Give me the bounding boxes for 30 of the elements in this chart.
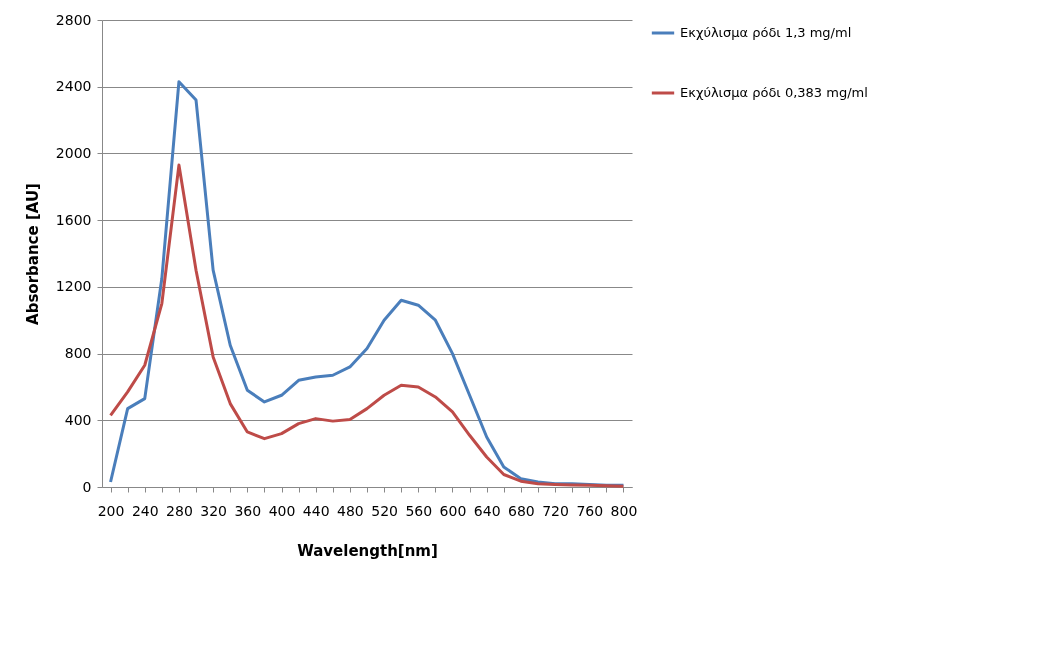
x-tick-label: 400: [268, 502, 296, 519]
x-tick-label: 360: [234, 502, 262, 519]
x-tick-label: 200: [97, 502, 125, 519]
x-tick-label: 760: [576, 502, 604, 519]
legend-label: Εκχύλισμα ρόδι 0,383 mg/ml: [680, 85, 868, 100]
y-tick-label: 1600: [55, 211, 92, 228]
x-tick-label: 320: [200, 502, 227, 519]
y-tick-label: 1200: [55, 278, 92, 295]
line-series: [109, 163, 625, 488]
y-tick-label: 2800: [55, 11, 92, 28]
x-tick-label: 240: [131, 502, 159, 519]
legend-label: Εκχύλισμα ρόδι 1,3 mg/ml: [680, 25, 852, 40]
x-tick-label: 600: [439, 502, 467, 519]
x-tick-label: 680: [508, 502, 535, 519]
y-axis-title: Absorbance [AU]: [23, 183, 42, 325]
y-tick-label: 400: [64, 411, 92, 428]
y-tick-label: 800: [64, 345, 92, 362]
line-series: [109, 80, 625, 487]
x-tick-label: 720: [542, 502, 569, 519]
x-tick-label: 560: [405, 502, 433, 519]
x-tick-label: 800: [610, 502, 638, 519]
x-tick-label: 480: [337, 502, 364, 519]
x-tick-label: 280: [166, 502, 193, 519]
y-tick-label: 0: [82, 478, 92, 495]
y-tick-label: 2400: [55, 78, 92, 95]
x-tick-label: 640: [473, 502, 501, 519]
x-axis-title: Wavelength[nm]: [297, 541, 438, 560]
y-tick-label: 2000: [55, 144, 92, 161]
x-tick-label: 440: [302, 502, 330, 519]
x-tick-label: 520: [371, 502, 398, 519]
